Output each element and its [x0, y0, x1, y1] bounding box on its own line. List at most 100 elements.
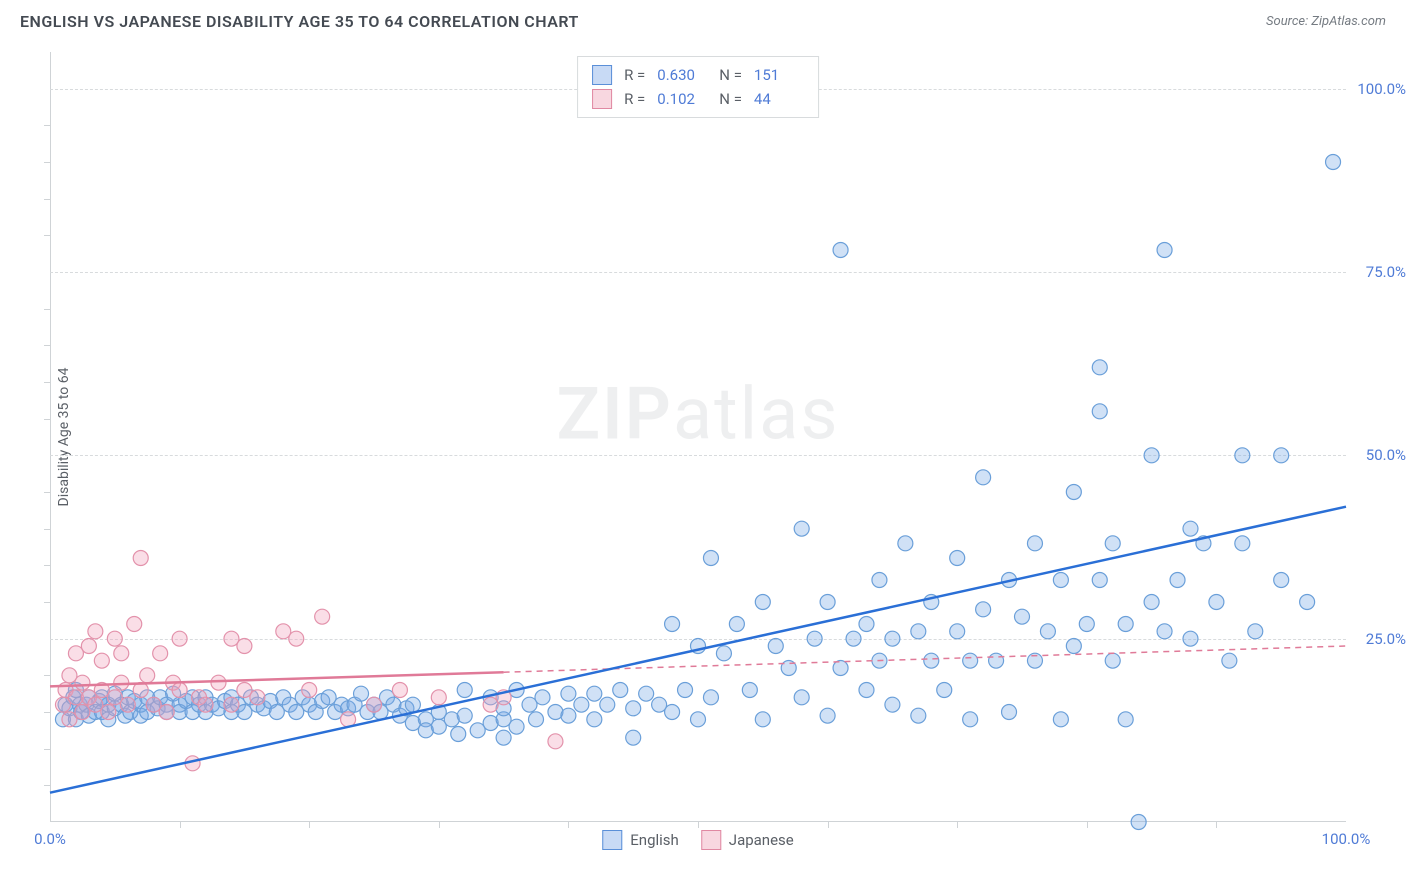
english-point [1053, 712, 1068, 727]
y-minor-tick [44, 382, 50, 383]
english-point [846, 631, 861, 646]
english-point [859, 617, 874, 632]
bottom-legend: English Japanese [602, 830, 793, 850]
english-point [833, 661, 848, 676]
english-point [678, 683, 693, 698]
english-point [1105, 536, 1120, 551]
english-point [1105, 653, 1120, 668]
english-point [989, 653, 1004, 668]
english-point [950, 551, 965, 566]
english-point [1235, 536, 1250, 551]
english-point [820, 595, 835, 610]
english-point [911, 708, 926, 723]
y-minor-tick [44, 492, 50, 493]
japanese-point [133, 551, 148, 566]
y-minor-tick [44, 419, 50, 420]
x-minor-tick [698, 822, 699, 828]
english-point [639, 686, 654, 701]
english-point [457, 708, 472, 723]
scatter-svg [50, 52, 1346, 822]
english-point [807, 631, 822, 646]
y-minor-tick [44, 235, 50, 236]
y-minor-tick [44, 529, 50, 530]
english-point [963, 653, 978, 668]
english-point [561, 686, 576, 701]
japanese-point [140, 668, 155, 683]
english-point [833, 243, 848, 258]
y-minor-tick [44, 675, 50, 676]
english-point [665, 617, 680, 632]
y-tick-label: 25.0% [1366, 630, 1406, 648]
japanese-point [367, 697, 382, 712]
english-n-value: 151 [754, 66, 804, 84]
japanese-point [75, 675, 90, 690]
y-tick-label: 50.0% [1366, 446, 1406, 464]
english-point [872, 573, 887, 588]
japanese-point [392, 683, 407, 698]
japanese-point [172, 683, 187, 698]
english-point [1157, 624, 1172, 639]
english-point [1053, 573, 1068, 588]
english-point [1248, 624, 1263, 639]
english-point [1183, 521, 1198, 536]
english-point [703, 551, 718, 566]
japanese-n-value: 44 [754, 90, 804, 108]
legend-swatch-japanese-icon [701, 830, 721, 850]
x-minor-tick [1087, 822, 1088, 828]
y-minor-tick [44, 345, 50, 346]
x-tick-label: 0.0% [34, 830, 66, 848]
english-point [820, 708, 835, 723]
legend-label-english: English [630, 831, 679, 849]
english-point [405, 697, 420, 712]
x-minor-tick [309, 822, 310, 828]
japanese-point [289, 631, 304, 646]
stats-row-japanese: R = 0.102 N = 44 [592, 87, 804, 111]
english-point [1222, 653, 1237, 668]
japanese-point [88, 624, 103, 639]
english-point [587, 686, 602, 701]
r-label: R = [624, 66, 645, 84]
japanese-point [172, 631, 187, 646]
english-point [794, 690, 809, 705]
english-point [911, 624, 926, 639]
english-point [742, 683, 757, 698]
english-point [529, 712, 544, 727]
english-point [1015, 609, 1030, 624]
english-point [1183, 631, 1198, 646]
swatch-japanese-icon [592, 89, 612, 109]
x-minor-tick [568, 822, 569, 828]
english-point [755, 712, 770, 727]
legend-label-japanese: Japanese [729, 831, 794, 849]
source-attribution: Source: ZipAtlas.com [1266, 14, 1386, 29]
y-tick-label: 100.0% [1357, 80, 1406, 98]
english-point [703, 690, 718, 705]
english-point [457, 683, 472, 698]
japanese-point [127, 617, 142, 632]
english-point [600, 697, 615, 712]
japanese-point [81, 639, 96, 654]
y-minor-tick [44, 602, 50, 603]
japanese-point [315, 609, 330, 624]
y-minor-tick [44, 749, 50, 750]
english-point [937, 683, 952, 698]
legend-item-english: English [602, 830, 679, 850]
english-point [535, 690, 550, 705]
english-point [1170, 573, 1185, 588]
japanese-point [107, 631, 122, 646]
english-point [1326, 155, 1341, 170]
english-point [496, 730, 511, 745]
english-point [1079, 617, 1094, 632]
english-point [924, 653, 939, 668]
y-tick-label: 75.0% [1366, 263, 1406, 281]
english-point [587, 712, 602, 727]
japanese-trend-dashed [504, 646, 1346, 672]
y-minor-tick [44, 785, 50, 786]
japanese-point [153, 646, 168, 661]
english-point [794, 521, 809, 536]
legend-swatch-english-icon [602, 830, 622, 850]
english-point [626, 701, 641, 716]
english-point [665, 705, 680, 720]
x-minor-tick [180, 822, 181, 828]
japanese-point [250, 690, 265, 705]
plot-area: ZIPatlas R = 0.630 N = 151 R = 0.102 N =… [50, 52, 1346, 822]
